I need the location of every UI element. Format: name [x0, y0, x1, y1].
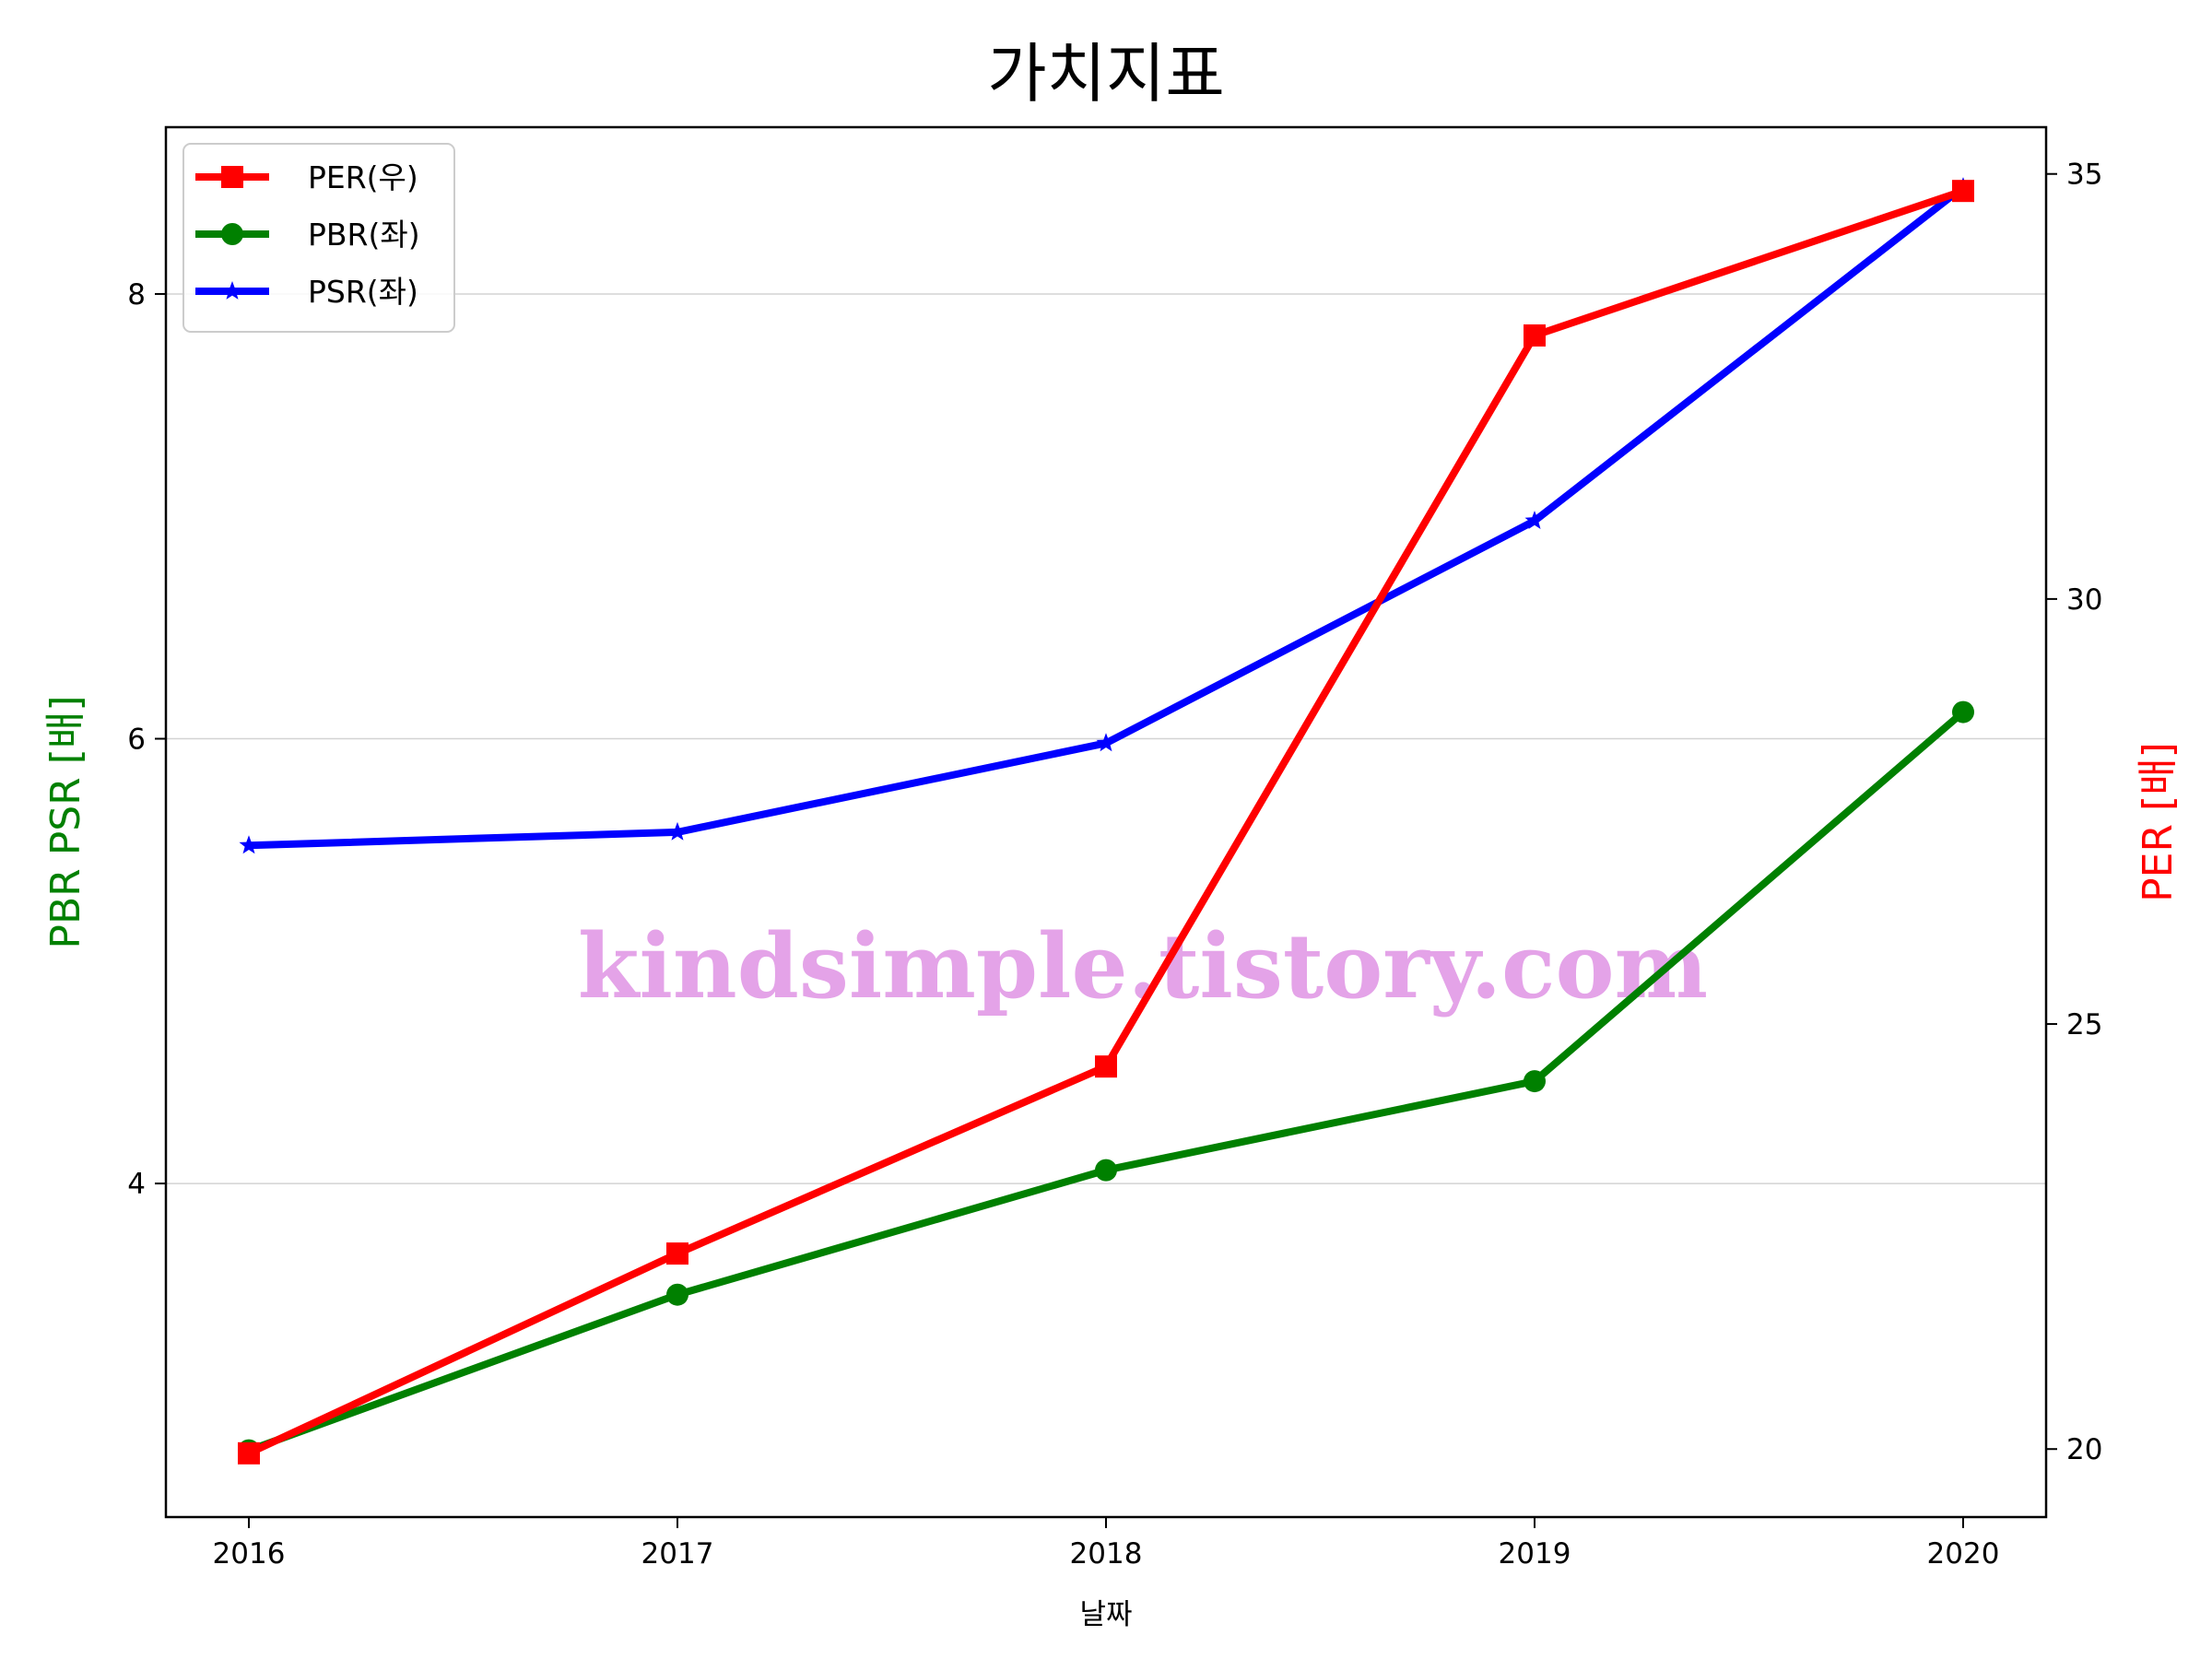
x-tick-label: 2017 [641, 1537, 714, 1571]
data-point-per [1095, 1055, 1117, 1078]
legend: PER(우) PBR(좌) PSR(좌) [182, 143, 455, 333]
x-axis-title: 날짜 [1079, 1598, 1132, 1631]
right-tick-label: 35 [2066, 159, 2102, 192]
series-line-pbr [245, 708, 1967, 1454]
x-tick-label: 2016 [213, 1537, 286, 1571]
series-line-per [245, 187, 1967, 1457]
legend-marker [221, 166, 243, 188]
legend-item-pbr: PBR(좌) [195, 217, 420, 253]
legend-marker [221, 223, 243, 245]
data-point-pbr [1095, 1159, 1117, 1182]
legend-label: PER(우) [308, 159, 418, 195]
left-y-axis-title: PBR PSR [배] [42, 695, 89, 948]
right-tick-label: 20 [2066, 1433, 2102, 1466]
plot-frame [164, 125, 2048, 1519]
chart-title: 가치지표 [987, 36, 1225, 112]
legend-label: PBR(좌) [308, 217, 420, 253]
data-point-psr [1096, 733, 1116, 752]
data-point-per [1952, 180, 1974, 203]
left-y-axis: 4 6 8 [127, 278, 166, 1201]
right-tick-label: 30 [2066, 583, 2102, 617]
legend-item-per: PER(우) [195, 159, 418, 195]
legend-item-psr: PSR(좌) [195, 274, 418, 310]
legend-box [182, 143, 455, 333]
right-y-axis-title: PER [배] [2135, 742, 2182, 902]
data-point-psr [667, 821, 688, 841]
x-tick-label: 2020 [1927, 1537, 2000, 1571]
x-axis: 2016 2017 2018 2019 2020 [213, 1517, 2000, 1571]
left-tick-label: 4 [127, 1168, 146, 1201]
series-per [238, 180, 1974, 1465]
series-layer [238, 177, 1974, 1465]
right-tick-label: 25 [2066, 1008, 2102, 1041]
data-point-per [1524, 324, 1546, 347]
x-tick-label: 2019 [1499, 1537, 1571, 1571]
series-pbr [238, 700, 1974, 1462]
data-point-psr [1524, 511, 1545, 529]
data-point-pbr [1952, 700, 1974, 724]
legend-marker [222, 281, 242, 300]
data-point-psr [239, 835, 259, 854]
legend-label: PSR(좌) [308, 274, 418, 310]
data-point-per [666, 1242, 688, 1265]
right-y-axis: 20 25 30 35 [2046, 159, 2102, 1466]
left-tick-label: 6 [127, 724, 146, 757]
data-point-per [238, 1441, 260, 1465]
data-point-pbr [666, 1283, 688, 1306]
data-point-pbr [1524, 1070, 1546, 1093]
left-tick-label: 8 [127, 278, 146, 312]
x-tick-label: 2018 [1070, 1537, 1143, 1571]
